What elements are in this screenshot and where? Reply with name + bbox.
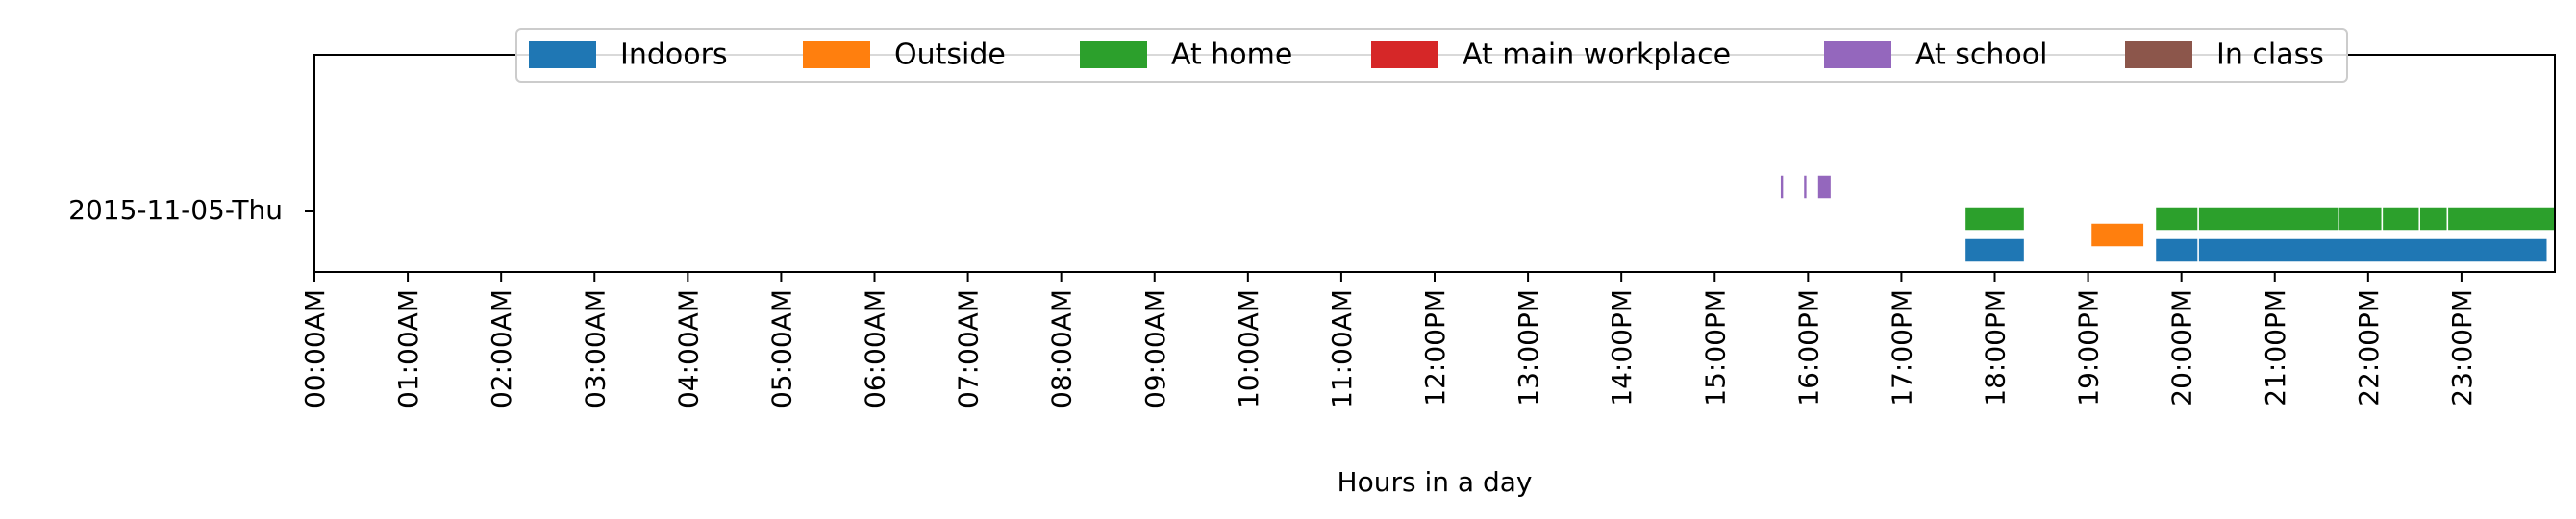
legend-swatch-at-school xyxy=(1824,41,1891,68)
legend-label-outside: Outside xyxy=(894,38,1006,72)
x-tick-label-10: 10:00AM xyxy=(1233,289,1264,408)
legend-label-at-school: At school xyxy=(1915,38,2047,72)
x-tick-label-22: 22:00PM xyxy=(2353,289,2385,407)
x-tick-label-19: 19:00PM xyxy=(2073,289,2105,407)
bars-layer xyxy=(1779,174,2556,263)
x-tick-label-17: 17:00PM xyxy=(1886,289,1917,407)
y-tick-label-0: 2015-11-05-Thu xyxy=(68,194,283,226)
bar-indoors-2 xyxy=(2197,237,2548,263)
x-tick-label-3: 03:00AM xyxy=(579,289,611,408)
x-tick-label-4: 04:00AM xyxy=(672,289,704,408)
x-axis-label: Hours in a day xyxy=(1338,466,1533,498)
x-tick-label-1: 01:00AM xyxy=(392,289,424,408)
bar-at-home-2 xyxy=(2197,206,2339,232)
x-tick-label-9: 09:00AM xyxy=(1139,289,1171,408)
x-tick-label-8: 08:00AM xyxy=(1046,289,1078,408)
x-tick-label-7: 07:00AM xyxy=(953,289,985,408)
axis-layer: 00:00AM 01:00AM 02:00AM 03:00AM 04:00AM 05:00… xyxy=(299,210,2478,408)
bar-at-home-6 xyxy=(2446,206,2556,232)
legend-swatch-outside xyxy=(803,41,870,68)
x-tick-label-18: 18:00PM xyxy=(1980,289,2012,407)
x-tick-label-23: 23:00PM xyxy=(2446,289,2478,407)
x-tick-label-0: 00:00AM xyxy=(299,289,331,408)
legend-swatch-at-home xyxy=(1080,41,1147,68)
x-tick-label-2: 02:00AM xyxy=(486,289,517,408)
bar-at-school-2 xyxy=(1816,174,1833,200)
legend-swatch-in-class xyxy=(2125,41,2192,68)
legend-swatch-at-main-workplace xyxy=(1371,41,1438,68)
bar-indoors-0 xyxy=(1963,237,2026,263)
bar-outside-0 xyxy=(2089,222,2145,248)
legend: Indoors Outside At home At main workplace At… xyxy=(515,28,2348,83)
x-tick-label-11: 11:00AM xyxy=(1326,289,1358,408)
bar-at-home-4 xyxy=(2381,206,2420,232)
bar-at-home-1 xyxy=(2154,206,2199,232)
legend-label-at-home: At home xyxy=(1171,38,1292,72)
x-tick-label-14: 14:00PM xyxy=(1606,289,1638,407)
bar-at-home-5 xyxy=(2418,206,2449,232)
legend-label-in-class: In class xyxy=(2216,38,2324,72)
bar-at-school-1 xyxy=(1802,174,1809,200)
x-tick-label-13: 13:00PM xyxy=(1513,289,1544,407)
x-tick-label-21: 21:00PM xyxy=(2260,289,2291,407)
x-tick-label-20: 20:00PM xyxy=(2166,289,2198,407)
bar-indoors-1 xyxy=(2154,237,2199,263)
x-tick-label-16: 16:00PM xyxy=(1792,289,1824,407)
legend-label-indoors: Indoors xyxy=(620,38,728,72)
x-tick-label-15: 15:00PM xyxy=(1699,289,1731,407)
legend-swatch-indoors xyxy=(529,41,596,68)
legend-label-at-main-workplace: At main workplace xyxy=(1463,38,1731,72)
x-tick-label-12: 12:00PM xyxy=(1419,289,1451,407)
x-tick-label-6: 06:00AM xyxy=(860,289,891,408)
bar-at-home-3 xyxy=(2338,206,2384,232)
x-tick-label-5: 05:00AM xyxy=(765,289,797,408)
bar-at-home-0 xyxy=(1963,206,2026,232)
bar-at-school-0 xyxy=(1779,174,1785,200)
